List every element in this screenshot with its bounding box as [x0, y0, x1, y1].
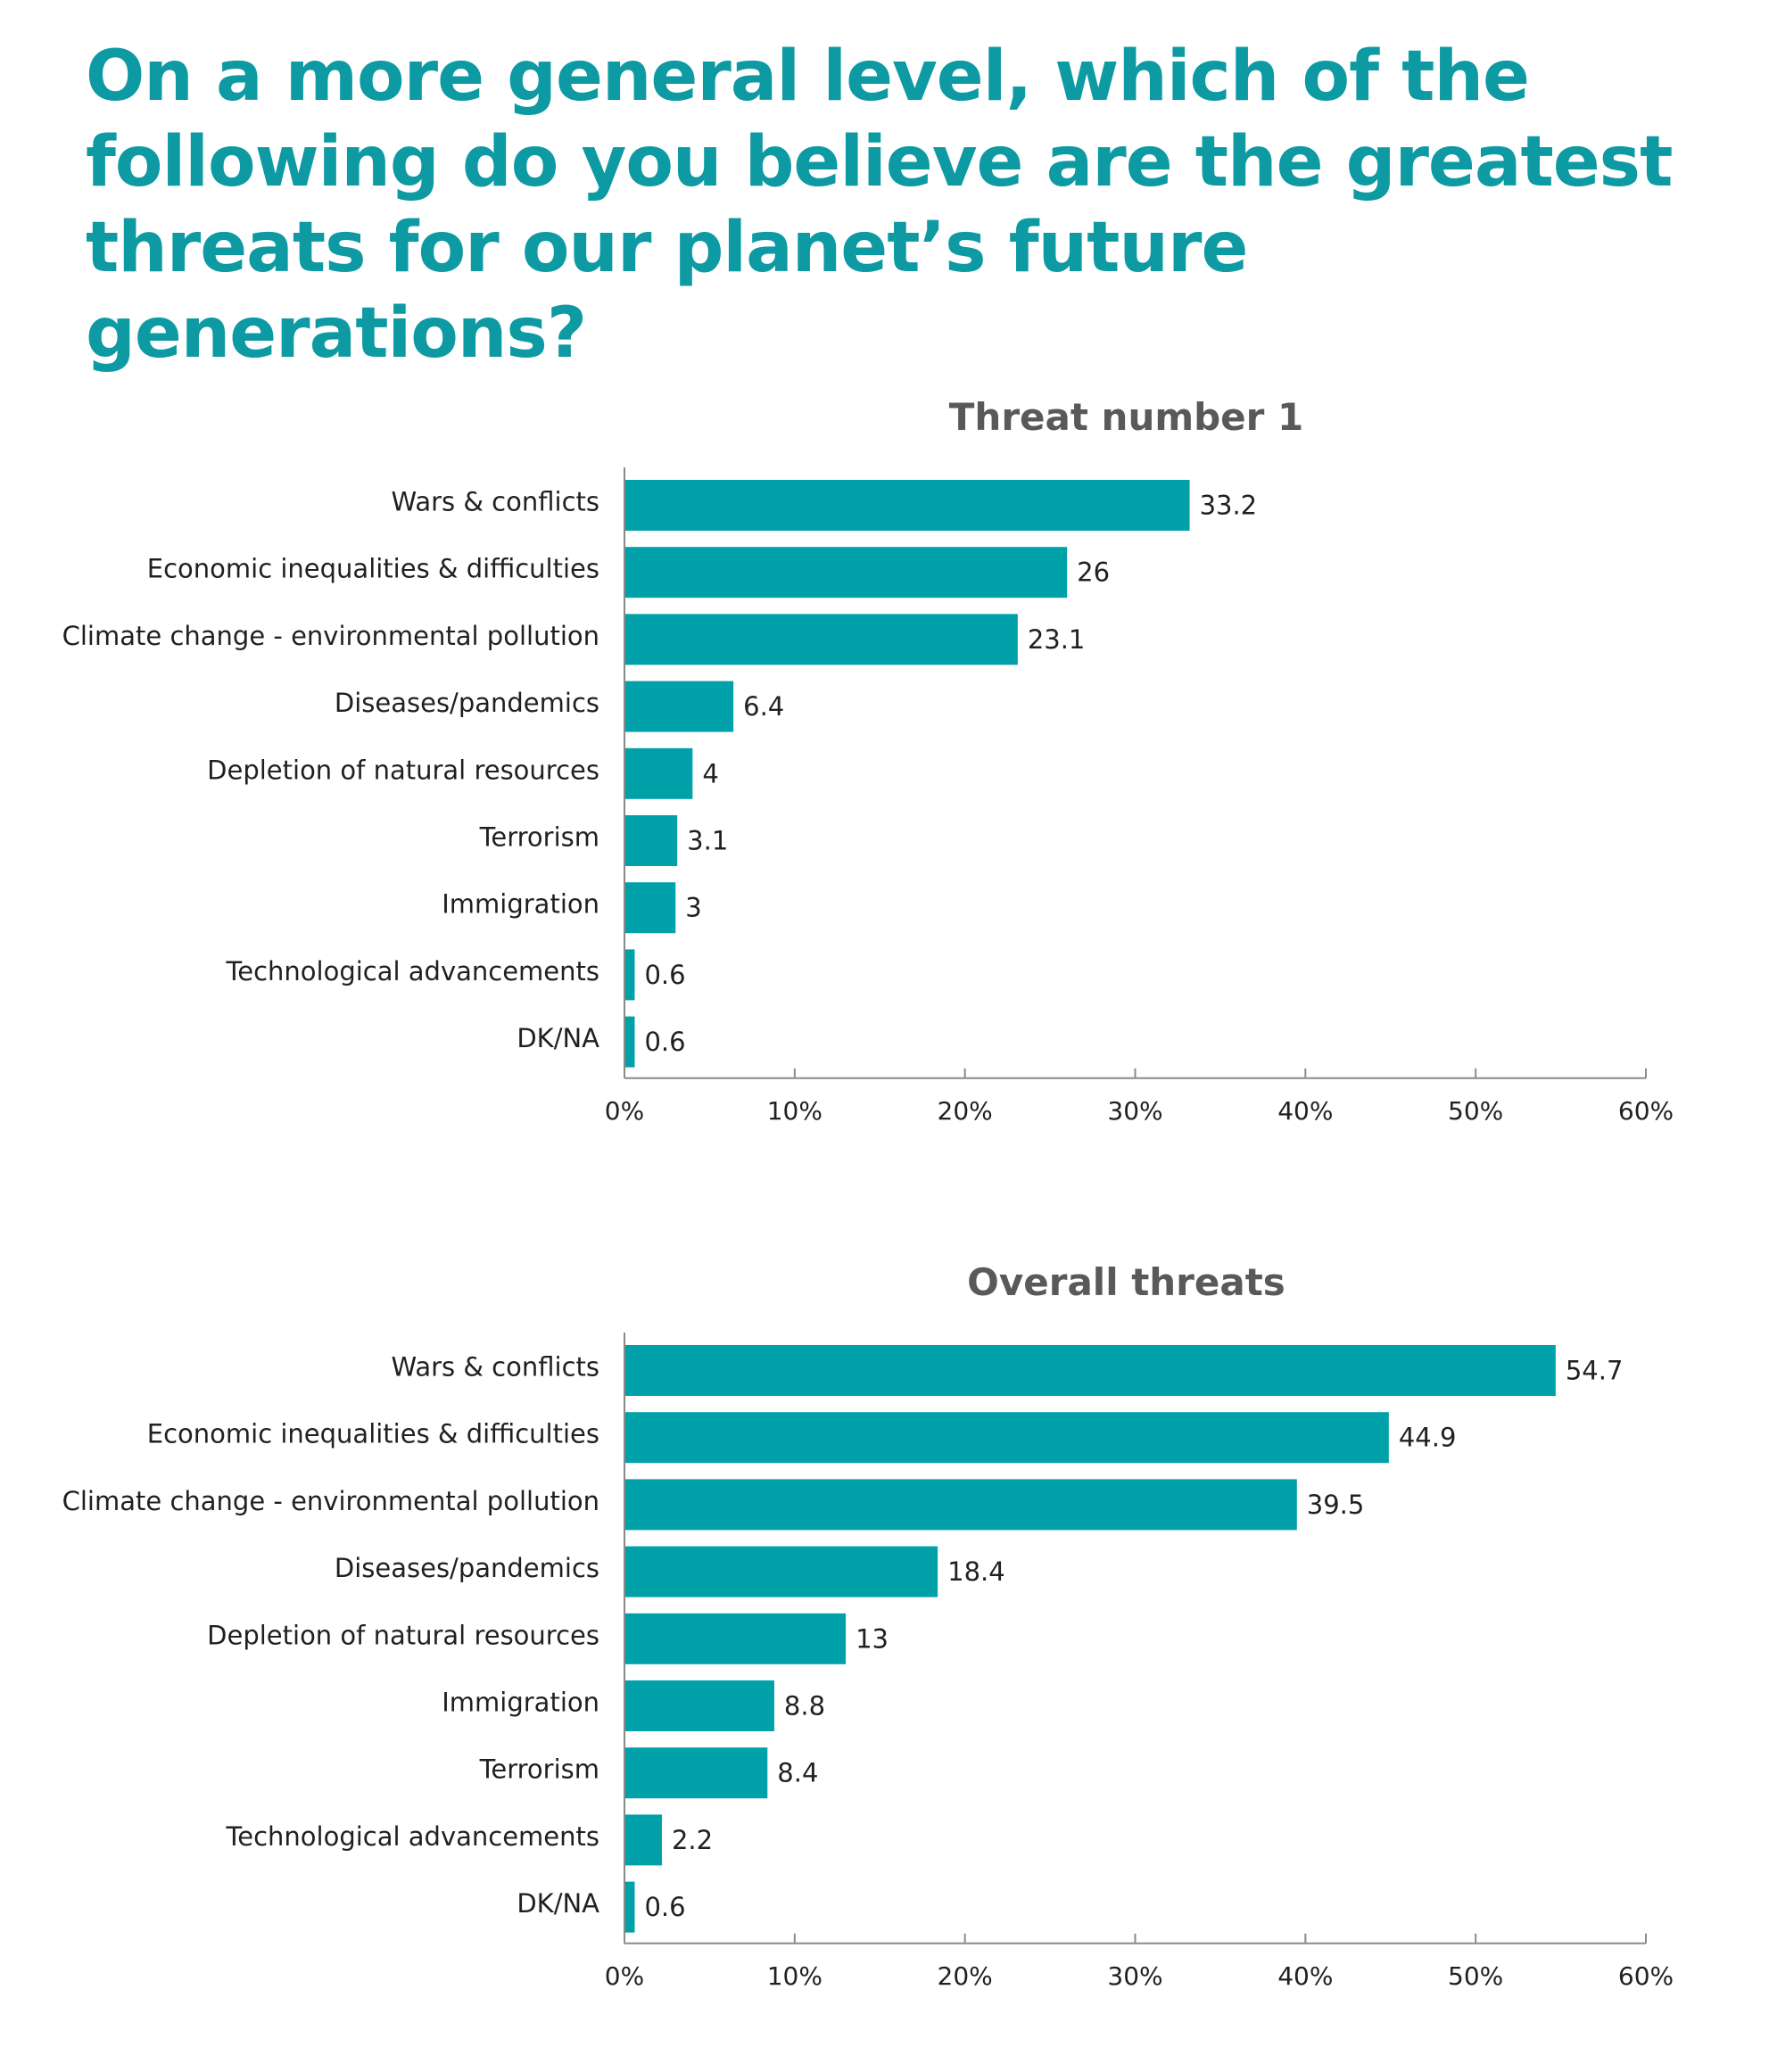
value-label: 23.1 [1028, 624, 1086, 655]
x-tick-label: 60% [1618, 1096, 1674, 1126]
x-tick-label: 30% [1107, 1961, 1162, 1991]
x-tick-label: 10% [767, 1961, 823, 1991]
category-label: Immigration [442, 889, 599, 920]
bar [624, 1016, 635, 1068]
bar [624, 949, 635, 1001]
bar [624, 547, 1068, 598]
overall-threats-chart: Overall threats Wars & conflicts 54.7 Econo… [62, 1260, 1674, 1991]
value-label: 4 [702, 758, 718, 788]
value-label: 0.6 [644, 960, 685, 990]
value-label: 2.2 [672, 1825, 713, 1855]
category-label: Technological advancements [225, 956, 599, 986]
x-tick-label: 60% [1618, 1961, 1674, 1991]
bar [624, 1412, 1389, 1464]
x-tick-label: 20% [938, 1961, 993, 1991]
x-tick-label: 40% [1277, 1096, 1333, 1126]
x-tick-label: 50% [1448, 1961, 1503, 1991]
x-tick-label: 40% [1277, 1961, 1333, 1991]
category-label: Economic inequalities & difficulties [147, 1419, 599, 1449]
bar [624, 1680, 774, 1731]
category-label: DK/NA [517, 1888, 599, 1919]
x-tick-label: 10% [767, 1096, 823, 1126]
value-label: 0.6 [644, 1027, 685, 1057]
category-label: Diseases/pandemics [335, 1553, 599, 1583]
value-label: 44.9 [1399, 1423, 1457, 1453]
category-label: Depletion of natural resources [207, 1620, 599, 1650]
category-label: Climate change - environmental pollution [62, 621, 599, 651]
category-label: Climate change - environmental pollution [62, 1486, 599, 1516]
bar [624, 1613, 847, 1664]
bar [624, 614, 1018, 665]
value-label: 18.4 [947, 1556, 1005, 1587]
chart-title: Overall threats [967, 1260, 1285, 1304]
value-label: 54.7 [1566, 1356, 1624, 1386]
value-label: 39.5 [1307, 1490, 1365, 1520]
x-tick-label: 30% [1107, 1096, 1162, 1126]
value-label: 8.8 [784, 1691, 825, 1721]
value-label: 33.2 [1200, 491, 1258, 521]
x-tick-label: 0% [605, 1961, 644, 1991]
category-label: Terrorism [479, 1754, 599, 1785]
value-label: 13 [856, 1623, 889, 1654]
bar [624, 747, 693, 799]
category-label: DK/NA [517, 1023, 599, 1053]
value-label: 6.4 [743, 691, 784, 722]
value-label: 3.1 [687, 826, 728, 856]
x-tick-label: 0% [605, 1096, 644, 1126]
headline: On a more general level, which of the fo… [86, 37, 1673, 374]
category-label: Wars & conflicts [392, 1352, 600, 1383]
value-label: 3 [685, 893, 701, 923]
bar [624, 882, 676, 934]
value-label: 8.4 [777, 1758, 818, 1788]
category-label: Wars & conflicts [392, 487, 600, 517]
bar [624, 1814, 662, 1866]
category-label: Economic inequalities & difficulties [147, 554, 599, 584]
category-label: Immigration [442, 1688, 599, 1718]
category-label: Technological advancements [225, 1821, 599, 1852]
threat-number-1-chart: Threat number 1 Wars & conflicts 33.2 Econo… [62, 395, 1674, 1126]
bar [624, 480, 1190, 531]
bar [624, 1345, 1556, 1396]
category-label: Terrorism [479, 822, 599, 853]
bar [624, 681, 734, 732]
category-label: Diseases/pandemics [335, 688, 599, 718]
bar [624, 1479, 1297, 1531]
bar [624, 1881, 635, 1933]
chart-title: Threat number 1 [949, 395, 1303, 439]
bar [624, 815, 678, 866]
category-label: Depletion of natural resources [207, 755, 599, 785]
bar [624, 1747, 768, 1799]
value-label: 0.6 [644, 1892, 685, 1922]
x-tick-label: 50% [1448, 1096, 1503, 1126]
bar [624, 1546, 938, 1597]
x-tick-label: 20% [938, 1096, 993, 1126]
value-label: 26 [1077, 557, 1110, 588]
